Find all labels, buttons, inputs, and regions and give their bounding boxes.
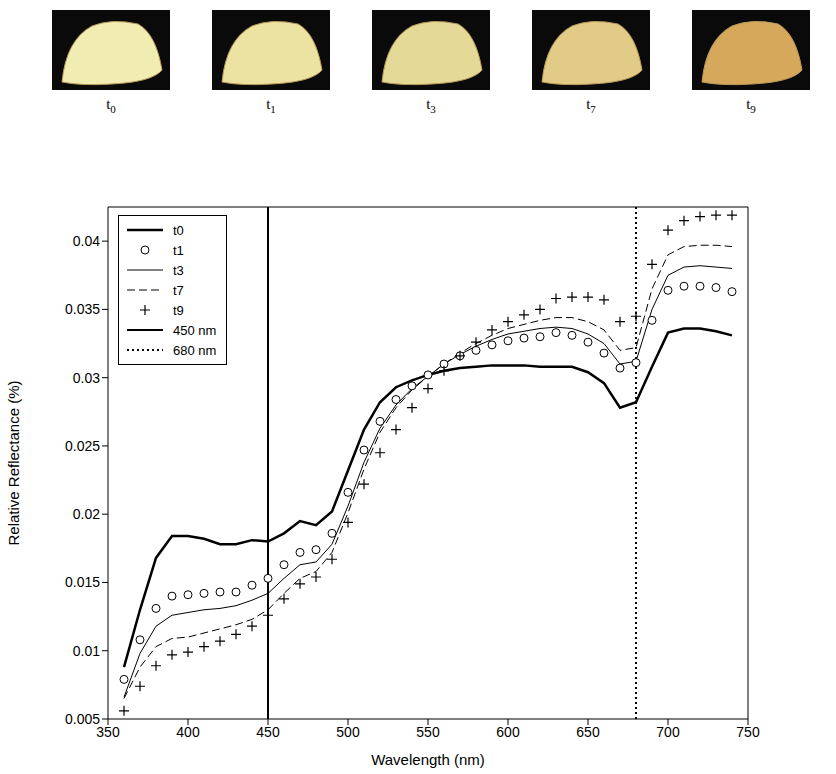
svg-text:400: 400	[176, 724, 200, 740]
svg-text:0.035: 0.035	[65, 301, 100, 317]
svg-text:0.01: 0.01	[73, 643, 100, 659]
html-text:t3: t3	[426, 96, 436, 115]
html-text:t0: t0	[106, 96, 116, 115]
svg-text:750: 750	[736, 724, 760, 740]
svg-text:Wavelength (nm): Wavelength (nm)	[371, 751, 485, 768]
html-text:t9: t9	[746, 96, 756, 115]
html-text:450 nm: 450 nm	[173, 322, 217, 338]
svg-text:0.005: 0.005	[65, 711, 100, 727]
html-text:t1: t1	[266, 96, 276, 115]
svg-text:0.02: 0.02	[73, 506, 100, 522]
svg-text:0.03: 0.03	[73, 370, 100, 386]
svg-text:650: 650	[576, 724, 600, 740]
svg-text:550: 550	[416, 724, 440, 740]
svg-text:450: 450	[256, 724, 280, 740]
html-text:t9: t9	[173, 302, 184, 318]
html-text:680 nm: 680 nm	[173, 342, 217, 358]
svg-text:700: 700	[656, 724, 680, 740]
html-text:t7: t7	[173, 282, 184, 298]
html-text:t1: t1	[173, 242, 184, 258]
svg-text:600: 600	[496, 724, 520, 740]
svg-text:Relative Reflectance (%): Relative Reflectance (%)	[5, 380, 22, 545]
html-text:t0: t0	[173, 222, 184, 238]
html-text:t3: t3	[173, 262, 184, 278]
svg-text:500: 500	[336, 724, 360, 740]
svg-text:0.04: 0.04	[73, 233, 100, 249]
html-text:t7: t7	[586, 96, 596, 115]
svg-text:0.025: 0.025	[65, 438, 100, 454]
svg-text:350: 350	[96, 723, 120, 740]
svg-text:0.015: 0.015	[65, 574, 100, 590]
